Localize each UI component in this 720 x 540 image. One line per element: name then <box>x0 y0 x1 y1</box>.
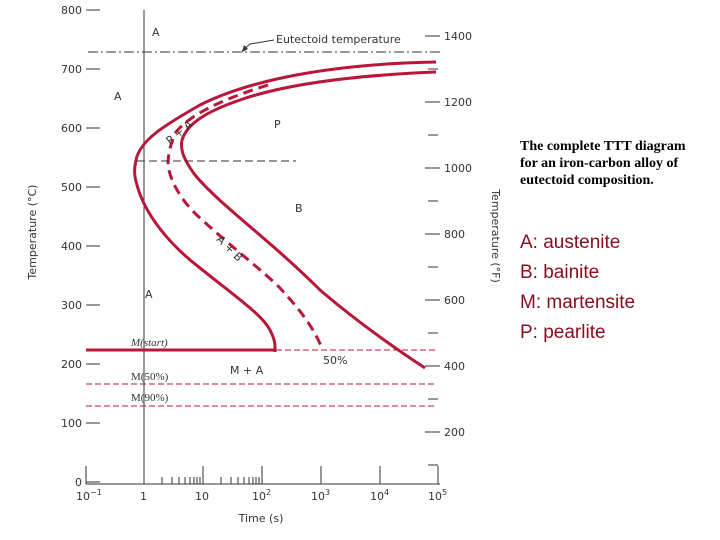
pearlite-finish-curve <box>180 70 437 370</box>
legend-item-bainite: B: bainite <box>520 262 600 283</box>
x-tick-label: 105 <box>428 488 447 503</box>
region-a-top: A <box>152 26 160 39</box>
region-a-left: A <box>114 90 122 103</box>
y-axis-label-celsius: Temperature (°C) <box>26 185 39 281</box>
y-tick-label: 300 <box>61 299 82 312</box>
x-tick-label: 10 <box>195 490 209 503</box>
region-p: P <box>274 118 281 131</box>
region-p-plus-a: P + A <box>164 118 196 148</box>
legend-item-martensite: M: martensite <box>520 292 636 313</box>
y-tick-label: 400 <box>61 240 82 253</box>
legend: A: austenite B: bainite M: martensite P:… <box>520 228 710 348</box>
x-minor-ticks <box>161 477 260 484</box>
legend-item-pearlite: P: pearlite <box>520 322 606 343</box>
y-tick-label: 200 <box>61 358 82 371</box>
eutectoid-arrowhead <box>242 45 248 52</box>
y-right-tick-label: 800 <box>444 228 465 241</box>
y-right-tick-label: 600 <box>444 294 465 307</box>
diagram-caption: The complete TTT diagram for an iron-car… <box>520 139 686 188</box>
y-tick-label: 500 <box>61 181 82 194</box>
label-m-fifty: M(50%) <box>131 371 169 383</box>
x-tick-label: 104 <box>370 488 389 503</box>
label-m-ninety: M(90%) <box>131 392 169 404</box>
x-tick-label: 103 <box>311 488 330 503</box>
legend-item-austenite: A: austenite <box>520 232 621 253</box>
y-right-tick-label: 1200 <box>444 96 472 109</box>
y-tick-label: 100 <box>61 417 82 430</box>
y-tick-label: 700 <box>61 63 82 76</box>
y-right-tick-label: 1000 <box>444 162 472 175</box>
y-tick-label: 600 <box>61 122 82 135</box>
x-tick-label: 1 <box>140 490 147 503</box>
y-right-tick-label: 1400 <box>444 30 472 43</box>
right-tick-marks <box>425 35 440 466</box>
x-tick-label: 102 <box>252 488 271 503</box>
region-b: B <box>295 202 303 215</box>
fifty-percent-curve <box>166 83 324 349</box>
y-tick-label: 800 <box>61 4 82 17</box>
label-fifty-percent: 50% <box>323 354 347 367</box>
eutectoid-label: Eutectoid temperature <box>276 33 401 46</box>
region-a-low: A <box>145 288 153 301</box>
y-right-tick-label: 200 <box>444 426 465 439</box>
label-m-start: M(start) <box>130 337 168 349</box>
x-tick-label: 10−1 <box>76 488 102 503</box>
region-m-plus-a: M + A <box>230 364 264 377</box>
y-tick-label: 0 <box>75 476 82 489</box>
left-tick-marks <box>86 9 100 483</box>
y-axis-label-fahrenheit: Temperature (°F) <box>489 188 502 283</box>
region-a-plus-b: A + B <box>214 233 245 264</box>
pearlite-start-curve <box>133 60 437 353</box>
x-axis-label: Time (s) <box>238 512 284 525</box>
y-right-tick-label: 400 <box>444 360 465 373</box>
x-tick-marks <box>85 466 439 484</box>
